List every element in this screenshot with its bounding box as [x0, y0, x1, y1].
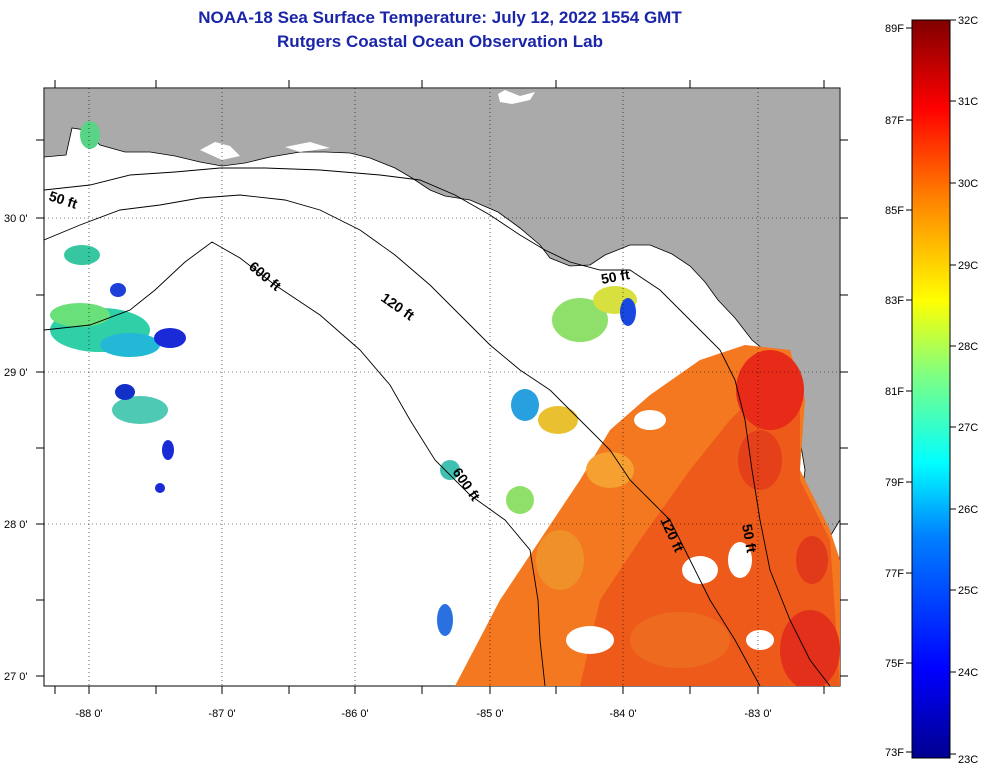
- map-subtitle: Rutgers Coastal Ocean Observation Lab: [277, 32, 603, 51]
- lon-label: -86 0': [341, 708, 368, 720]
- colorbar-f-label: 73F: [885, 747, 904, 759]
- colorbar-f-label: 79F: [885, 477, 904, 489]
- colorbar-c-label: 32C: [958, 15, 978, 27]
- colorbar-c-label: 27C: [958, 422, 978, 434]
- bay-water: [200, 142, 240, 160]
- bay-water: [285, 142, 330, 152]
- colorbar-f-label: 89F: [885, 23, 904, 35]
- lon-label: -87 0': [208, 708, 235, 720]
- contour-label-50ft-bigbend: 50 ft: [600, 266, 631, 287]
- contour-label-50ft-south: 50 ft: [739, 523, 760, 554]
- bathymetry-contours: [44, 167, 831, 686]
- sst-patches-coastal: [437, 286, 637, 636]
- sst-patches-west: [50, 121, 186, 493]
- lon-label: -88 0': [75, 708, 102, 720]
- colorbar-f-label: 81F: [885, 386, 904, 398]
- lake-water: [498, 90, 535, 104]
- lon-label: -85 0': [476, 708, 503, 720]
- colorbar: [911, 19, 951, 759]
- lon-label: -84 0': [609, 708, 636, 720]
- colorbar-f-label: 75F: [885, 658, 904, 670]
- colorbar-f-label: 77F: [885, 568, 904, 580]
- colorbar-c-label: 31C: [958, 96, 978, 108]
- colorbar-c-label: 25C: [958, 585, 978, 597]
- colorbar-c-label: 29C: [958, 260, 978, 272]
- contour-50ft: [44, 167, 831, 686]
- graticule: [44, 88, 840, 686]
- lat-label: 28 0': [4, 519, 28, 531]
- sst-patches-warm: [455, 345, 840, 686]
- colorbar-c-label: 23C: [958, 754, 978, 766]
- contour-120ft: [44, 194, 761, 686]
- frame-ticks: [36, 80, 848, 694]
- colorbar-c-label: 28C: [958, 341, 978, 353]
- lat-label: 30 0': [4, 213, 28, 225]
- map-title: NOAA-18 Sea Surface Temperature: July 12…: [198, 8, 682, 27]
- colorbar-c-label: 26C: [958, 504, 978, 516]
- colorbar-f-label: 85F: [885, 205, 904, 217]
- colorbar-f-label: 83F: [885, 295, 904, 307]
- lat-label: 29 0': [4, 367, 28, 379]
- lat-label: 27 0': [4, 671, 28, 683]
- colorbar-f-label: 87F: [885, 115, 904, 127]
- colorbar-c-label: 30C: [958, 178, 978, 190]
- contour-600ft: [44, 241, 546, 686]
- colorbar-c-label: 24C: [958, 667, 978, 679]
- lon-label: -83 0': [744, 708, 771, 720]
- colorbar-ticks: [906, 19, 956, 755]
